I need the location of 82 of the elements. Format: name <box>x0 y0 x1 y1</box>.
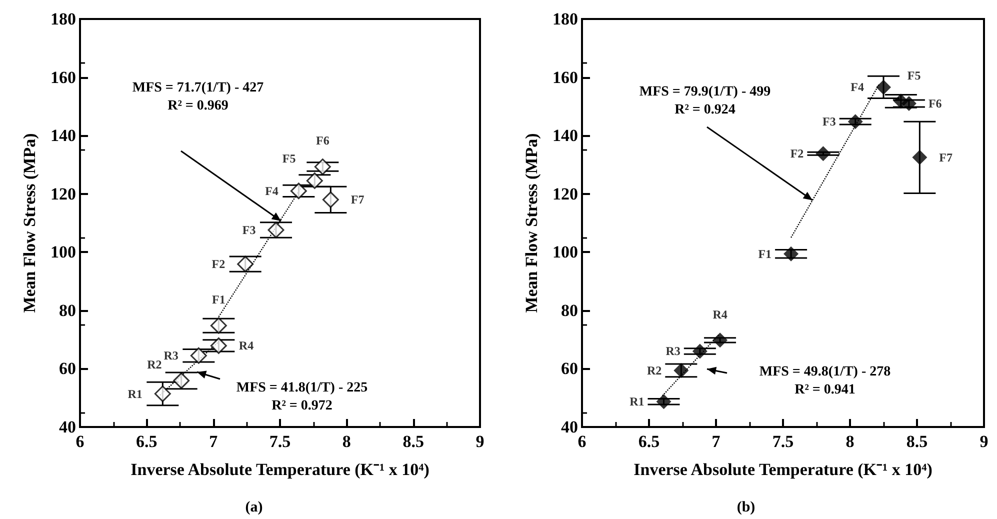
data-label: F4 <box>265 184 278 198</box>
annotation: MFS = 71.7(1/T) - 427 R² = 0.969 <box>132 80 264 114</box>
y-tick-label: 160 <box>50 68 76 87</box>
data-label: F1 <box>212 292 226 306</box>
data-label: R2 <box>147 357 162 372</box>
x-tick-label: 6.5 <box>638 432 660 451</box>
data-label: F6 <box>928 96 942 111</box>
text: (b) <box>736 500 756 516</box>
data-label: F2 <box>790 146 804 161</box>
data-label: F2 <box>212 257 226 272</box>
x-axis-title: Inverse Absolute Temperature (K⁻¹ x 10⁴) <box>130 460 430 479</box>
data-label: R4 <box>238 338 254 353</box>
point <box>268 222 284 238</box>
point <box>848 114 863 130</box>
x-tick-label: 8 <box>342 432 351 451</box>
point <box>674 362 689 378</box>
point <box>876 80 891 95</box>
data-label: F5 <box>907 68 921 83</box>
y-tick-label: 60 <box>561 359 578 378</box>
point <box>210 337 227 354</box>
data-label: R1 <box>128 386 142 401</box>
point <box>237 256 254 272</box>
y-tick-label: 80 <box>59 300 76 320</box>
data-label: R2 <box>646 363 662 378</box>
annotation: MFS = 41.8(1/T) - 225 R² = 0.972 <box>236 380 368 414</box>
y-tick-label: 100 <box>552 242 578 262</box>
data-label: R1 <box>630 394 644 409</box>
data-label: R4 <box>712 308 728 322</box>
y-tick-label: 80 <box>561 300 578 320</box>
y-axis-title: Mean Flow Stress (MPa) <box>20 133 39 313</box>
y-tick-label: 120 <box>552 184 578 204</box>
y-tick-label: 140 <box>50 126 76 146</box>
y-tick-label: 180 <box>552 10 578 28</box>
y-tick-label: 100 <box>50 242 76 262</box>
annotation: MFS = 49.8(1/T) - 278 R² = 0.941 <box>759 364 891 398</box>
data-label: F7 <box>939 150 953 164</box>
x-tick-label: 7 <box>712 432 721 451</box>
data-label: F4 <box>850 80 864 94</box>
point <box>154 386 171 402</box>
data-label: F7 <box>350 192 364 207</box>
x-tick-label: 8 <box>846 432 854 451</box>
x-tick-label: 7.5 <box>772 432 794 451</box>
x-tick-label: 9 <box>476 432 484 451</box>
x-tick-label: 9 <box>980 432 988 451</box>
x-tick-label: 7.5 <box>269 432 291 451</box>
data-label: F6 <box>316 134 330 148</box>
data-label: F1 <box>758 246 772 261</box>
x-tick-label: 6 <box>578 432 586 451</box>
data-label: F3 <box>822 114 836 129</box>
point <box>912 150 928 165</box>
y-axis-title: Mean Flow Stress (MPa) <box>522 133 541 313</box>
point <box>656 394 672 410</box>
data-label: F5 <box>282 151 296 166</box>
point <box>816 146 831 162</box>
point <box>784 246 799 262</box>
x-tick-label: 6 <box>76 432 84 451</box>
annotation: MFS = 79.9(1/T) - 499 R² = 0.924 <box>639 84 771 118</box>
y-tick-label: 40 <box>561 418 578 436</box>
point <box>692 344 708 359</box>
y-tick-label: 140 <box>552 126 578 146</box>
point <box>901 96 916 112</box>
y-tick-label: 60 <box>59 359 76 378</box>
y-tick-label: 160 <box>552 68 578 87</box>
point <box>322 191 339 208</box>
point <box>173 372 190 389</box>
point <box>290 182 307 200</box>
x-tick-label: 8.5 <box>402 432 424 451</box>
data-label: F3 <box>242 222 256 237</box>
point <box>210 317 227 334</box>
y-tick-label: 40 <box>59 418 76 436</box>
text: (a) <box>245 500 263 516</box>
x-tick-label: 7 <box>209 432 218 451</box>
x-tick-label: 8.5 <box>906 432 928 451</box>
y-tick-label: 180 <box>50 10 76 28</box>
point <box>190 347 207 364</box>
data-label: R3 <box>666 344 680 358</box>
data-label: R3 <box>164 348 178 363</box>
point <box>712 332 728 348</box>
y-tick-label: 120 <box>50 184 76 204</box>
x-axis-title: Inverse Absolute Temperature (K⁻¹ x 10⁴) <box>634 460 932 479</box>
x-tick-label: 6.5 <box>136 432 158 451</box>
point <box>314 158 331 176</box>
